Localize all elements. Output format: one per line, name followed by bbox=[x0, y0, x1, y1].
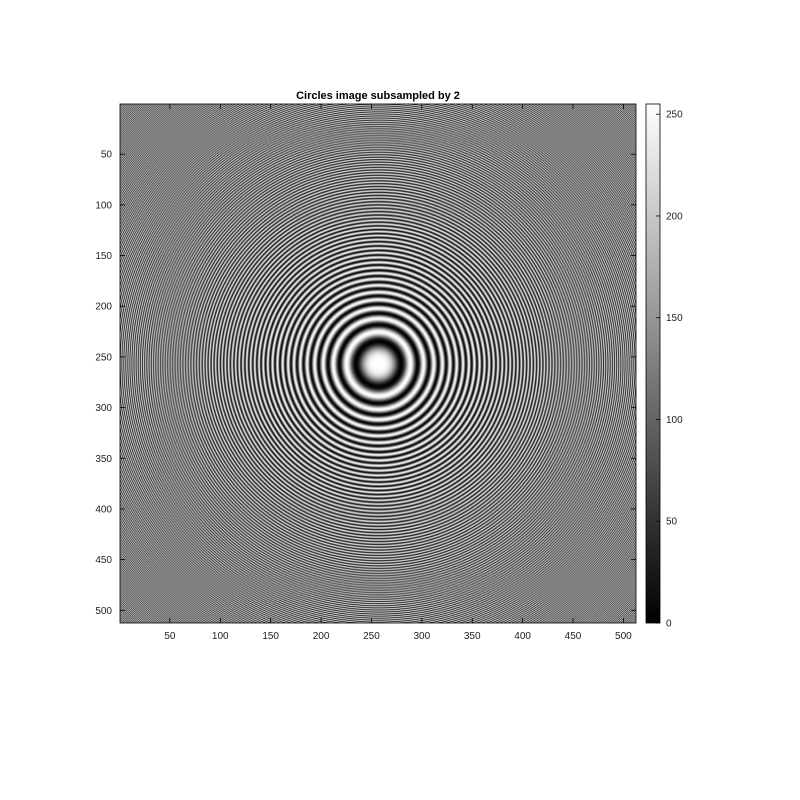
y-tick-label: 400 bbox=[95, 504, 112, 515]
x-tick-label: 350 bbox=[464, 631, 481, 642]
x-tick-label: 450 bbox=[565, 631, 582, 642]
x-tick-label: 200 bbox=[313, 631, 330, 642]
y-tick-label: 350 bbox=[95, 454, 112, 465]
colorbar-tick-label: 100 bbox=[666, 415, 683, 426]
colorbar-tick-label: 200 bbox=[666, 211, 683, 222]
colorbar: 0 50 100 150 200 250 bbox=[645, 103, 683, 630]
y-tick-label: 250 bbox=[95, 352, 112, 363]
x-tick-label: 500 bbox=[615, 631, 632, 642]
y-tick-label: 300 bbox=[95, 403, 112, 414]
colorbar-ticks: 0 50 100 150 200 250 bbox=[656, 110, 683, 630]
colorbar-tick-label: 150 bbox=[666, 313, 683, 324]
x-axis-ticks: 50 100 150 200 250 300 350 400 450 500 bbox=[164, 104, 632, 642]
axes-frame bbox=[119, 103, 637, 624]
circles-image bbox=[120, 104, 636, 623]
image-axes: 50 100 150 200 250 300 350 400 450 500 50 100 150 20… bbox=[95, 103, 637, 642]
x-tick-label: 250 bbox=[363, 631, 380, 642]
colorbar-tick-label: 50 bbox=[666, 517, 678, 528]
y-tick-label: 200 bbox=[95, 302, 112, 313]
x-tick-label: 50 bbox=[164, 631, 176, 642]
y-tick-label: 50 bbox=[101, 150, 113, 161]
colorbar-gradient bbox=[645, 103, 661, 624]
y-tick-label: 500 bbox=[95, 606, 112, 617]
y-axis-ticks: 50 100 150 200 250 300 350 400 450 500 bbox=[95, 150, 636, 617]
x-tick-label: 400 bbox=[514, 631, 531, 642]
colorbar-tick-label: 0 bbox=[666, 619, 672, 630]
x-tick-label: 100 bbox=[212, 631, 229, 642]
x-tick-label: 300 bbox=[413, 631, 430, 642]
y-tick-label: 450 bbox=[95, 555, 112, 566]
x-tick-label: 150 bbox=[262, 631, 279, 642]
y-tick-label: 100 bbox=[95, 200, 112, 211]
colorbar-tick-label: 250 bbox=[666, 110, 683, 121]
chart-title: Circles image subsampled by 2 bbox=[296, 90, 460, 102]
y-tick-label: 150 bbox=[95, 251, 112, 262]
